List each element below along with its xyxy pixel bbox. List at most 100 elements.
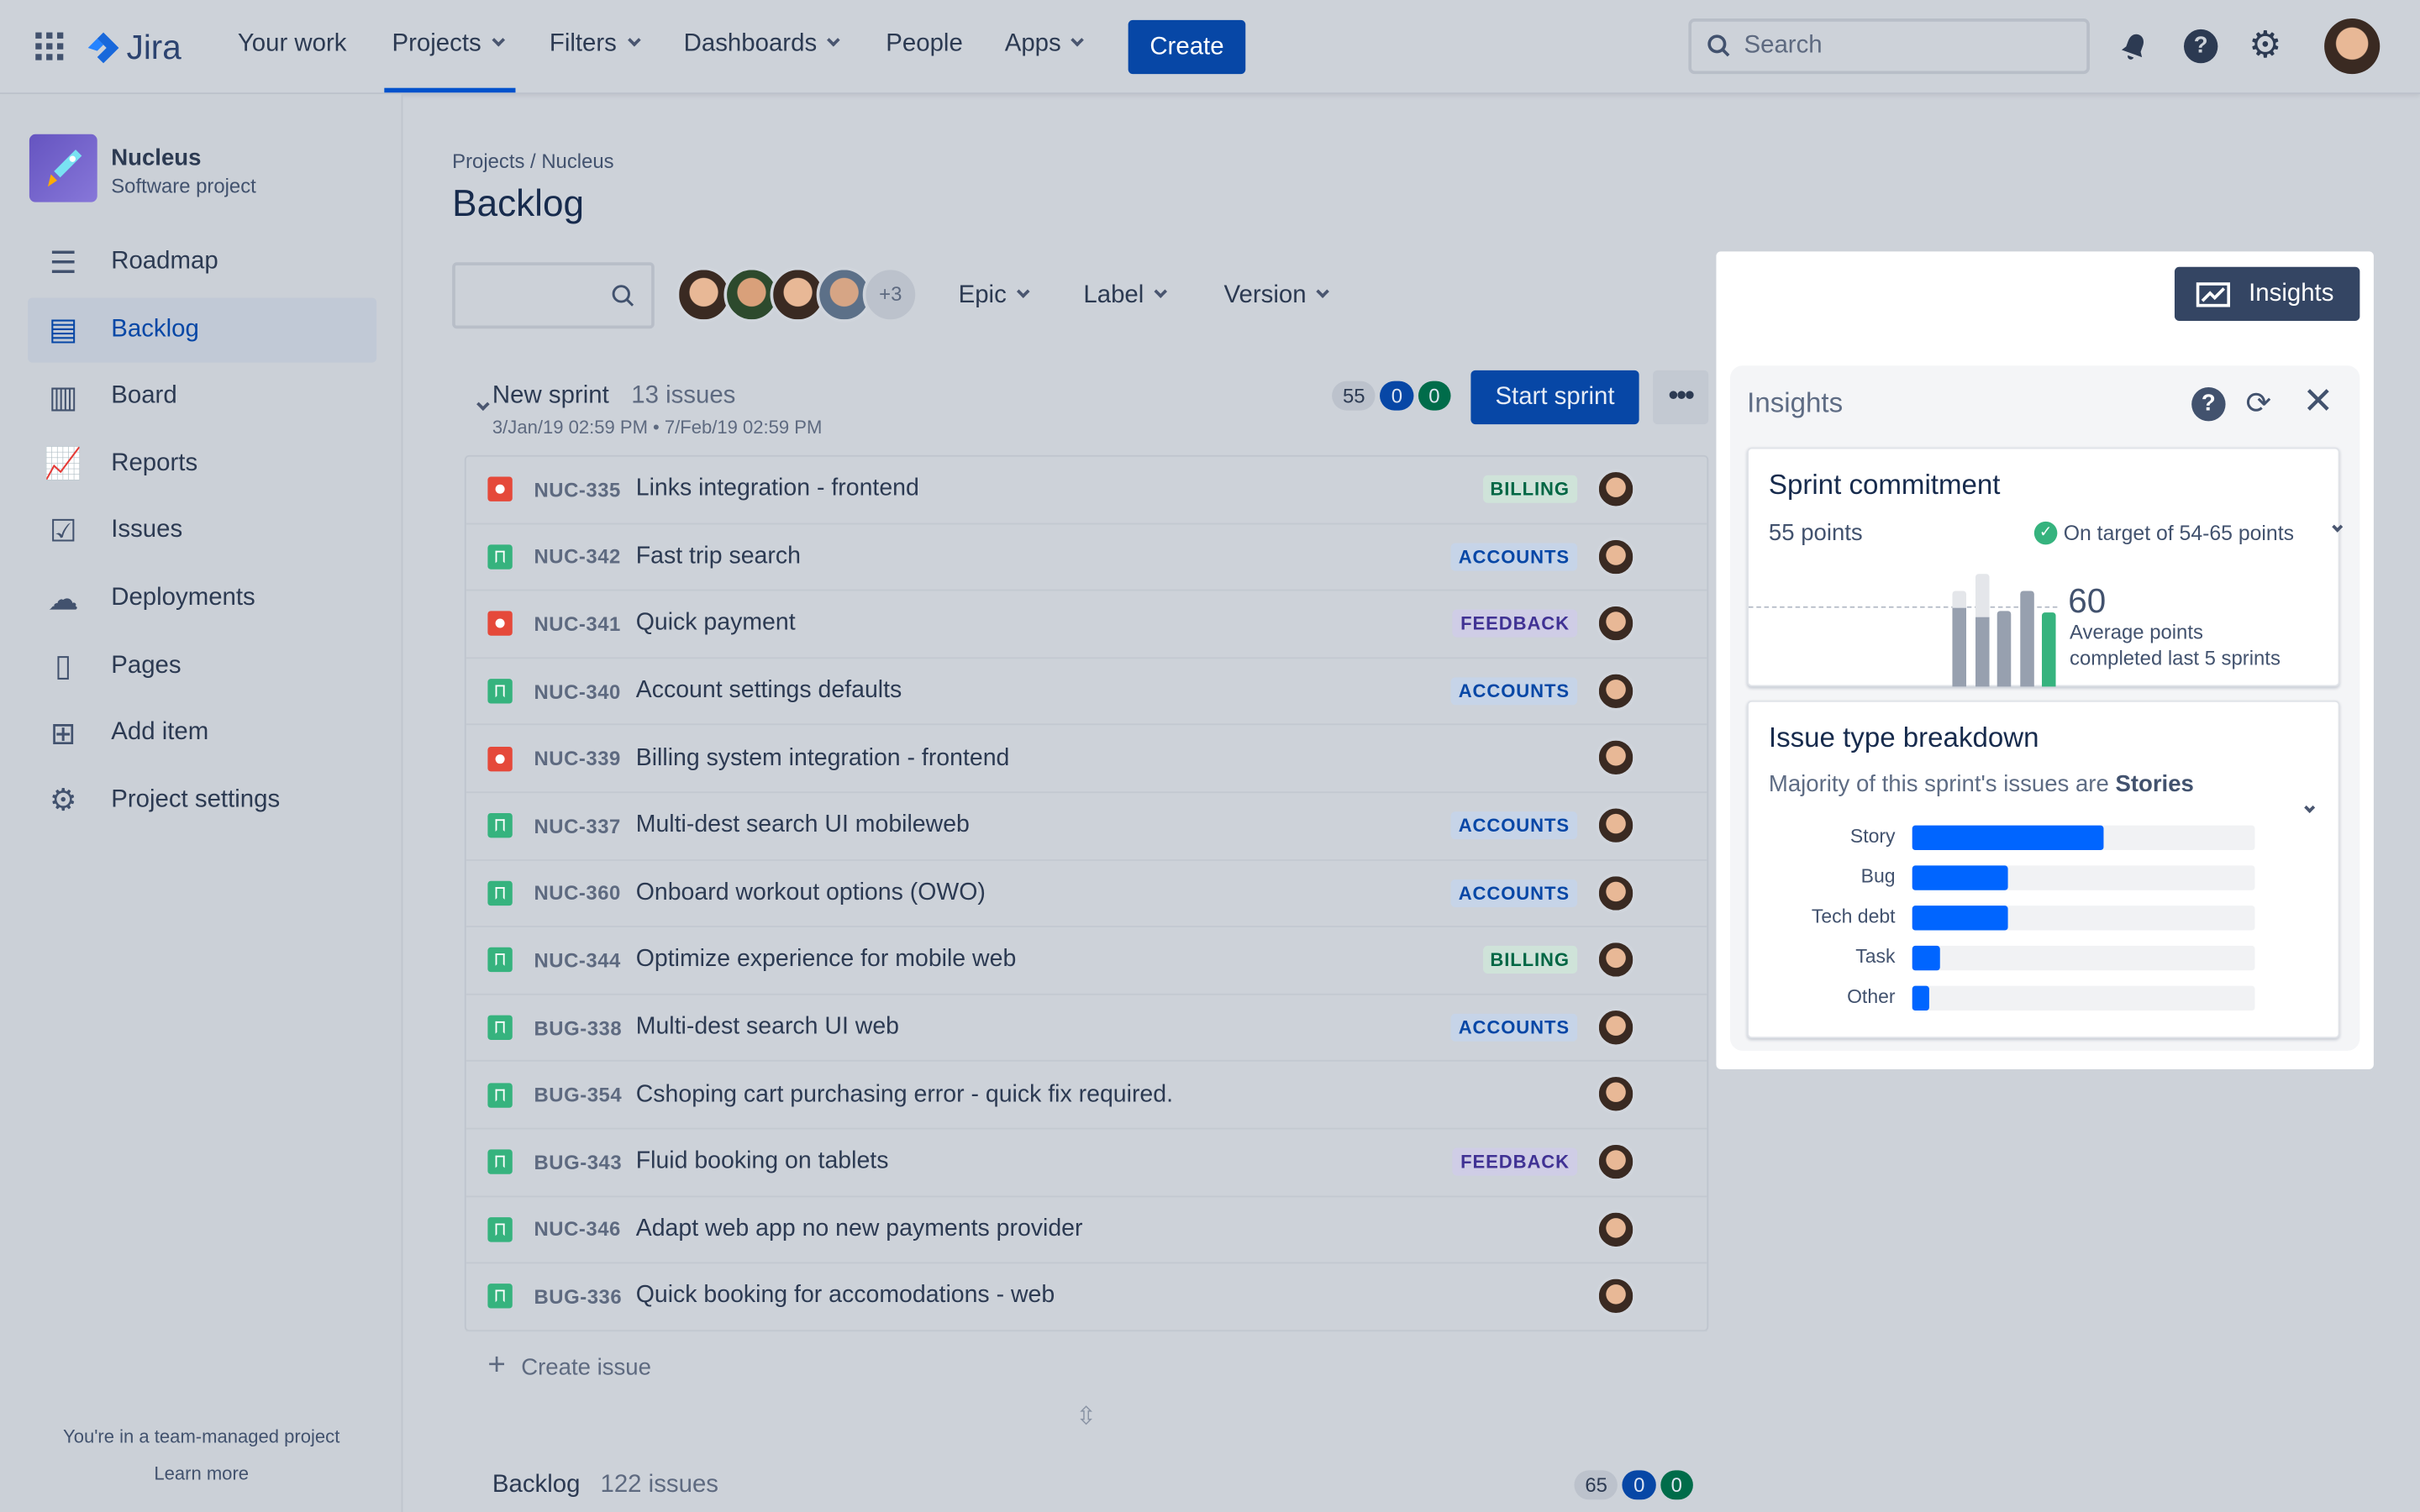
assignee-avatar[interactable] <box>1596 805 1636 846</box>
issue-key[interactable]: NUC-340 <box>534 680 621 703</box>
assignee-avatar[interactable] <box>1596 738 1636 779</box>
assignee-avatar[interactable] <box>1596 469 1636 510</box>
jira-logo[interactable]: Jira <box>87 28 182 68</box>
assignee-avatar[interactable] <box>1596 1142 1636 1182</box>
issue-key[interactable]: BUG-338 <box>534 1016 623 1040</box>
chevron-down-icon <box>492 33 505 47</box>
issue-row[interactable]: NUC-360 Onboard workout options (OWO) ACCO… <box>466 860 1707 928</box>
assignee-avatar[interactable] <box>1596 1074 1636 1115</box>
assignee-avatar[interactable] <box>1596 670 1636 711</box>
issue-key[interactable]: NUC-360 <box>534 881 621 905</box>
issue-row[interactable]: BUG-336 Quick booking for accomodations -… <box>466 1264 1707 1331</box>
help-icon[interactable]: ? <box>2191 387 2226 422</box>
insights-button[interactable]: Insights <box>2174 266 2360 322</box>
issue-row[interactable]: NUC-337 Multi-dest search UI mobileweb ACC… <box>466 793 1707 860</box>
assignee-avatar[interactable] <box>1596 1007 1636 1047</box>
assignee-avatar[interactable] <box>1596 536 1636 577</box>
issue-key[interactable]: NUC-342 <box>534 544 621 569</box>
sidebar-item-backlog[interactable]: ▤ Backlog <box>28 297 377 362</box>
issue-summary: Quick payment <box>635 610 796 637</box>
check-circle-icon: ✓ <box>2033 521 2058 545</box>
assignee-avatar[interactable] <box>676 266 732 323</box>
issue-key[interactable]: NUC-335 <box>534 477 621 501</box>
version-filter[interactable]: Version <box>1224 282 1330 310</box>
issue-label[interactable]: BILLING <box>1482 946 1578 974</box>
collapse-sprint-icon[interactable] <box>476 397 490 412</box>
nav-filters[interactable]: Filters <box>550 31 640 59</box>
issue-key[interactable]: NUC-344 <box>534 948 621 973</box>
sidebar-item-deployments[interactable]: ☁ Deployments <box>28 566 376 631</box>
start-sprint-button[interactable]: Start sprint <box>1470 370 1639 425</box>
issue-row[interactable]: NUC-335 Links integration - frontend BILLI… <box>466 457 1707 524</box>
issue-key[interactable]: BUG-354 <box>534 1083 623 1107</box>
insights-button-label: Insights <box>2249 280 2334 307</box>
issue-key[interactable]: NUC-341 <box>534 612 621 636</box>
issue-key[interactable]: NUC-346 <box>534 1217 621 1242</box>
issue-key[interactable]: BUG-343 <box>534 1150 623 1174</box>
issue-row[interactable]: BUG-338 Multi-dest search UI web ACCOUNTS <box>466 995 1707 1063</box>
issue-label[interactable]: FEEDBACK <box>1452 610 1578 638</box>
issue-key[interactable]: BUG-336 <box>534 1284 623 1309</box>
refresh-icon[interactable]: ⟳ <box>2245 387 2272 422</box>
backlog-search-input[interactable] <box>452 262 655 329</box>
issue-label[interactable]: ACCOUNTS <box>1450 543 1578 571</box>
issue-label[interactable]: ACCOUNTS <box>1450 677 1578 706</box>
issue-row[interactable]: BUG-354 Cshoping cart purchasing error - … <box>466 1062 1707 1130</box>
create-button[interactable]: Create <box>1128 19 1246 75</box>
epic-filter[interactable]: Epic <box>959 282 1030 310</box>
sidebar-item-roadmap[interactable]: ☰ Roadmap <box>28 230 376 295</box>
issue-summary: Cshoping cart purchasing error - quick f… <box>635 1080 1174 1108</box>
label-filter[interactable]: Label <box>1083 282 1168 310</box>
notifications-icon[interactable] <box>2119 31 2150 62</box>
issue-row[interactable]: NUC-340 Account settings defaults ACCOUNTS <box>466 659 1707 726</box>
nav-apps[interactable]: Apps <box>1005 31 1085 59</box>
nav-dashboards[interactable]: Dashboards <box>684 31 841 59</box>
issue-summary: Fluid booking on tablets <box>635 1147 889 1175</box>
search-input[interactable]: Search <box>1688 18 2090 75</box>
assignee-avatar[interactable] <box>1596 939 1636 980</box>
issue-label[interactable]: BILLING <box>1482 475 1578 504</box>
issue-label[interactable]: ACCOUNTS <box>1450 879 1578 907</box>
resize-handle-icon[interactable]: ⇳ <box>1076 1404 1097 1431</box>
issue-label[interactable]: ACCOUNTS <box>1450 811 1578 840</box>
sidebar-item-issues[interactable]: ☑ Issues <box>28 499 376 564</box>
sidebar-item-reports[interactable]: 📈 Reports <box>28 432 376 496</box>
help-icon[interactable]: ? <box>2183 29 2218 64</box>
breadcrumb[interactable]: Projects / Nucleus <box>452 150 614 173</box>
issue-label[interactable]: FEEDBACK <box>1452 1147 1578 1177</box>
create-issue-button[interactable]: + Create issue <box>487 1348 651 1383</box>
sidebar-item-project-settings[interactable]: ⚙ Project settings <box>28 768 376 832</box>
nav-people[interactable]: People <box>886 30 963 57</box>
jira-logo-icon <box>87 32 119 64</box>
issue-row[interactable]: NUC-339 Billing system integration - fron… <box>466 726 1707 793</box>
average-reference-line <box>1749 606 2058 608</box>
learn-more-link[interactable]: Learn more <box>154 1462 250 1484</box>
issue-row[interactable]: NUC-341 Quick payment FEEDBACK <box>466 591 1707 659</box>
sidebar-item-add-item[interactable]: ⊞ Add item <box>28 701 376 765</box>
issue-row[interactable]: BUG-343 Fluid booking on tablets FEEDBACK <box>466 1129 1707 1197</box>
issue-label[interactable]: ACCOUNTS <box>1450 1013 1578 1042</box>
close-icon[interactable]: ✕ <box>2302 381 2334 423</box>
assignee-avatar[interactable] <box>1596 872 1636 913</box>
nav-projects[interactable]: Projects <box>392 31 505 59</box>
app-switcher-icon[interactable] <box>35 32 64 60</box>
more-actions-icon[interactable]: ••• <box>1653 370 1709 425</box>
sidebar-item-board[interactable]: ▥ Board <box>28 365 376 429</box>
issue-row[interactable]: NUC-342 Fast trip search ACCOUNTS <box>466 524 1707 591</box>
assignee-avatar[interactable] <box>1596 603 1636 644</box>
issue-row[interactable]: NUC-346 Adapt web app no new payments pro… <box>466 1197 1707 1264</box>
issue-key[interactable]: NUC-339 <box>534 747 621 770</box>
story-icon <box>487 880 513 906</box>
nav-your-work[interactable]: Your work <box>237 30 347 57</box>
issue-row[interactable]: NUC-344 Optimize experience for mobile we… <box>466 927 1707 995</box>
more-assignees-button[interactable]: +3 <box>862 266 918 323</box>
user-avatar[interactable] <box>2324 18 2381 75</box>
issue-key[interactable]: NUC-337 <box>534 814 621 837</box>
settings-gear-icon[interactable]: ⚙ <box>2249 24 2282 66</box>
issue-summary: Multi-dest search UI mobileweb <box>635 811 970 838</box>
sidebar-item-label: Issues <box>111 517 183 544</box>
assignee-avatar[interactable] <box>1596 1276 1636 1317</box>
reports-icon: 📈 <box>44 448 83 482</box>
assignee-avatar[interactable] <box>1596 1209 1636 1250</box>
sidebar-item-pages[interactable]: ▯ Pages <box>28 633 376 698</box>
